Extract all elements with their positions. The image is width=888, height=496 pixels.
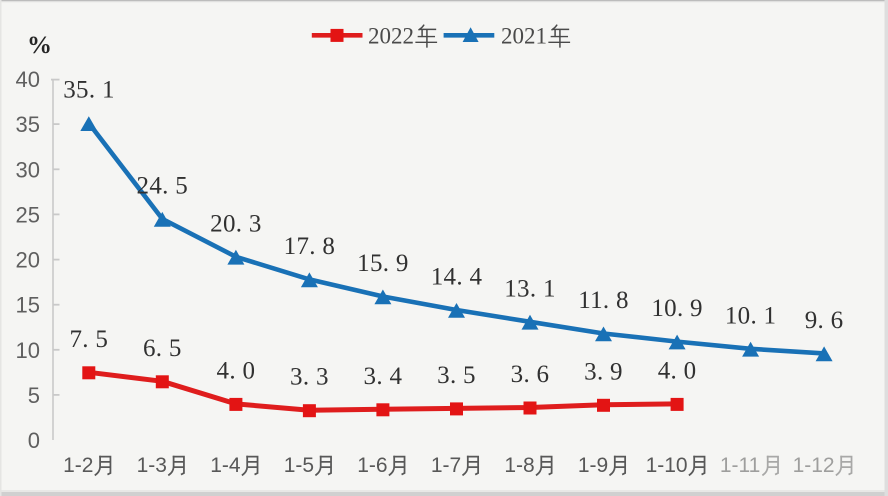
- svg-text:3. 3: 3. 3: [290, 364, 329, 391]
- svg-text:5: 5: [28, 383, 40, 408]
- svg-text:1-7: 1-7: [431, 454, 461, 477]
- svg-text:35: 35: [16, 112, 40, 137]
- svg-text:3. 9: 3. 9: [584, 358, 623, 385]
- svg-text:1-9: 1-9: [578, 454, 608, 477]
- svg-text:1-8: 1-8: [504, 454, 534, 477]
- svg-text:2021: 2021: [501, 24, 547, 49]
- svg-text:10: 10: [16, 338, 40, 363]
- svg-text:4. 0: 4. 0: [217, 357, 256, 384]
- svg-text:15. 9: 15. 9: [357, 250, 409, 277]
- svg-text:11. 8: 11. 8: [578, 287, 629, 314]
- svg-text:1-5: 1-5: [284, 454, 314, 477]
- svg-text:1-12: 1-12: [793, 454, 835, 477]
- svg-text:30: 30: [16, 157, 40, 182]
- svg-text:2022: 2022: [368, 24, 414, 49]
- svg-text:%: %: [27, 32, 52, 59]
- svg-text:15: 15: [16, 293, 40, 318]
- svg-text:1-2: 1-2: [63, 454, 93, 477]
- svg-text:10. 9: 10. 9: [651, 295, 703, 322]
- svg-text:9. 6: 9. 6: [805, 307, 844, 334]
- svg-text:1-3: 1-3: [137, 454, 167, 477]
- svg-text:4. 0: 4. 0: [658, 357, 697, 384]
- svg-text:1-4: 1-4: [210, 454, 241, 477]
- svg-text:35. 1: 35. 1: [63, 77, 115, 104]
- svg-text:20: 20: [16, 248, 40, 273]
- svg-text:1-11: 1-11: [720, 454, 760, 477]
- svg-text:6. 5: 6. 5: [143, 335, 182, 362]
- svg-text:3. 5: 3. 5: [437, 362, 476, 389]
- svg-text:7. 5: 7. 5: [69, 326, 108, 353]
- svg-text:1-10: 1-10: [646, 454, 688, 477]
- svg-text:20. 3: 20. 3: [210, 210, 262, 237]
- svg-text:25: 25: [16, 202, 40, 227]
- svg-text:1-6: 1-6: [357, 454, 387, 477]
- svg-text:13. 1: 13. 1: [504, 275, 556, 302]
- svg-text:0: 0: [28, 428, 40, 453]
- svg-text:24. 5: 24. 5: [137, 172, 189, 199]
- svg-text:14. 4: 14. 4: [431, 264, 483, 291]
- svg-text:3. 6: 3. 6: [511, 361, 550, 388]
- svg-text:40: 40: [16, 67, 40, 92]
- svg-text:3. 4: 3. 4: [364, 363, 403, 390]
- svg-text:17. 8: 17. 8: [284, 233, 336, 260]
- svg-text:10. 1: 10. 1: [725, 302, 777, 329]
